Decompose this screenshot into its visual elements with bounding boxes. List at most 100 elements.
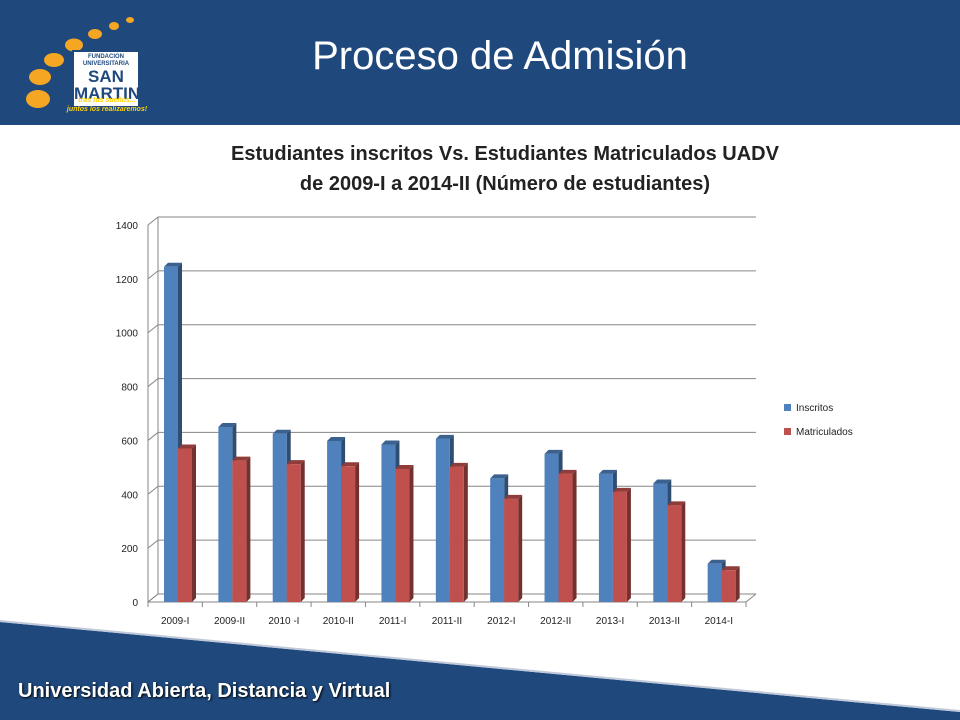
- logo-slogan-line-2: juntos los realizaremos!: [66, 106, 148, 113]
- chart-legend: Inscritos Matriculados: [784, 403, 853, 438]
- bar-matriculados: [504, 498, 519, 602]
- gridline-depth: [147, 539, 159, 549]
- footer-edge: [0, 620, 960, 712]
- bar-top-matriculados: [558, 469, 577, 474]
- legend-swatch-inscritos: [784, 404, 791, 411]
- bar-top-inscritos: [435, 434, 454, 439]
- y-tick-label: 800: [121, 383, 138, 394]
- bar-inscritos: [381, 444, 396, 602]
- x-tick-label: 2011-I: [379, 616, 407, 627]
- gridline-depth: [147, 216, 159, 226]
- logo-text-san: SAN: [88, 67, 124, 86]
- bar-matriculados: [395, 468, 410, 602]
- gridline-depth: [147, 324, 159, 334]
- logo-text-martin: MARTIN: [74, 84, 141, 103]
- chart-title-line-2: de 2009-I a 2014-II (Número de estudiant…: [299, 173, 711, 195]
- bar-top-matriculados: [504, 494, 523, 499]
- y-tick-label: 1200: [116, 275, 139, 286]
- bar-side-matriculados: [626, 487, 631, 602]
- y-tick-label: 0: [132, 598, 138, 609]
- bar-side-matriculados: [355, 462, 360, 602]
- bar-side-matriculados: [300, 460, 305, 602]
- bar-top-matriculados: [612, 487, 631, 492]
- gridline-depth: [147, 485, 159, 495]
- legend-swatch-matriculados: [784, 428, 791, 435]
- slide-footer: [0, 620, 960, 720]
- bar-matriculados: [612, 491, 627, 602]
- bar-matriculados: [558, 473, 573, 602]
- bar-top-inscritos: [598, 469, 617, 474]
- bar-top-inscritos: [490, 474, 509, 479]
- bar-top-matriculados: [178, 444, 196, 449]
- bar-matriculados: [286, 464, 301, 602]
- bar-top-inscritos: [653, 479, 672, 484]
- bar-top-inscritos: [327, 436, 346, 441]
- logo-dots-icon: [26, 17, 134, 108]
- footer-band: [0, 622, 960, 720]
- bar-top-matriculados: [341, 462, 360, 467]
- y-tick-label: 200: [121, 544, 138, 555]
- chart-bars: [164, 262, 740, 602]
- bar-top-matriculados: [667, 501, 686, 506]
- x-tick-label: 2009-II: [214, 616, 245, 627]
- bar-matriculados: [341, 466, 356, 602]
- x-tick-label: 2013-I: [596, 616, 624, 627]
- chart-title-line-1: Estudiantes inscritos Vs. Estudiantes Ma…: [231, 143, 779, 165]
- x-tick-label: 2009-I: [161, 616, 189, 627]
- bar-matriculados: [178, 448, 192, 602]
- x-tick-label: 2010 -I: [268, 616, 299, 627]
- gridline-depth: [147, 270, 159, 280]
- university-logo: FUNDACION UNIVERSITARIA SAN MARTIN tras …: [18, 14, 158, 120]
- bar-side-matriculados: [463, 462, 468, 602]
- bar-side-matriculados: [246, 456, 251, 602]
- logo-badge: FUNDACION UNIVERSITARIA SAN MARTIN: [72, 50, 140, 108]
- x-tick-label: 2012-I: [487, 616, 515, 627]
- bar-inscritos: [164, 266, 178, 602]
- x-tick-label: 2013-II: [649, 616, 680, 627]
- bar-top-inscritos: [544, 449, 563, 454]
- bar-top-inscritos: [218, 422, 237, 427]
- bar-inscritos: [218, 426, 233, 602]
- bar-top-matriculados: [232, 456, 251, 461]
- x-tick-label: 2011-II: [432, 616, 462, 627]
- legend-label-matriculados: Matriculados: [796, 427, 853, 438]
- gridline-depth: [147, 432, 159, 441]
- bar-top-matriculados: [449, 462, 468, 467]
- bar-side-matriculados: [681, 501, 686, 602]
- bar-matriculados: [449, 466, 464, 602]
- logo-slogan-line-1: tras tus sueños...: [78, 97, 136, 104]
- y-tick-label: 1000: [116, 329, 139, 340]
- bar-matriculados: [232, 460, 247, 602]
- x-tick-label: 2014-I: [705, 616, 733, 627]
- logo-text-universitaria: UNIVERSITARIA: [82, 61, 130, 67]
- bar-top-matriculados: [286, 460, 305, 465]
- bar-inscritos: [327, 440, 342, 602]
- bar-inscritos: [272, 433, 287, 602]
- bar-inscritos: [598, 473, 613, 602]
- page-title: Proceso de Admisión: [312, 34, 688, 78]
- bar-inscritos: [544, 453, 559, 602]
- bar-top-matriculados: [395, 464, 414, 469]
- bar-top-inscritos: [707, 559, 726, 564]
- bar-top-inscritos: [381, 440, 400, 445]
- bar-inscritos: [435, 438, 450, 602]
- bar-top-inscritos: [164, 262, 182, 267]
- gridline-depth: [147, 378, 159, 387]
- chart-title: Estudiantes inscritos Vs. Estudiantes Ma…: [150, 139, 860, 199]
- bar-matriculados: [721, 570, 736, 602]
- legend-label-inscritos: Inscritos: [796, 403, 833, 414]
- bar-top-inscritos: [272, 429, 291, 434]
- bar-side-matriculados: [409, 464, 414, 602]
- logo-text-fundacion: FUNDACION: [88, 54, 124, 60]
- bar-side-matriculados: [518, 494, 523, 602]
- bar-inscritos: [707, 563, 722, 602]
- bar-inscritos: [490, 478, 505, 602]
- axis-floor-edge-right: [745, 593, 757, 603]
- slide-header: FUNDACION UNIVERSITARIA SAN MARTIN tras …: [0, 0, 960, 128]
- gridline-depth: [147, 593, 159, 603]
- y-tick-label: 400: [121, 490, 138, 501]
- bar-inscritos: [653, 483, 668, 602]
- bar-side-matriculados: [735, 566, 740, 602]
- x-tick-label: 2012-II: [540, 616, 571, 627]
